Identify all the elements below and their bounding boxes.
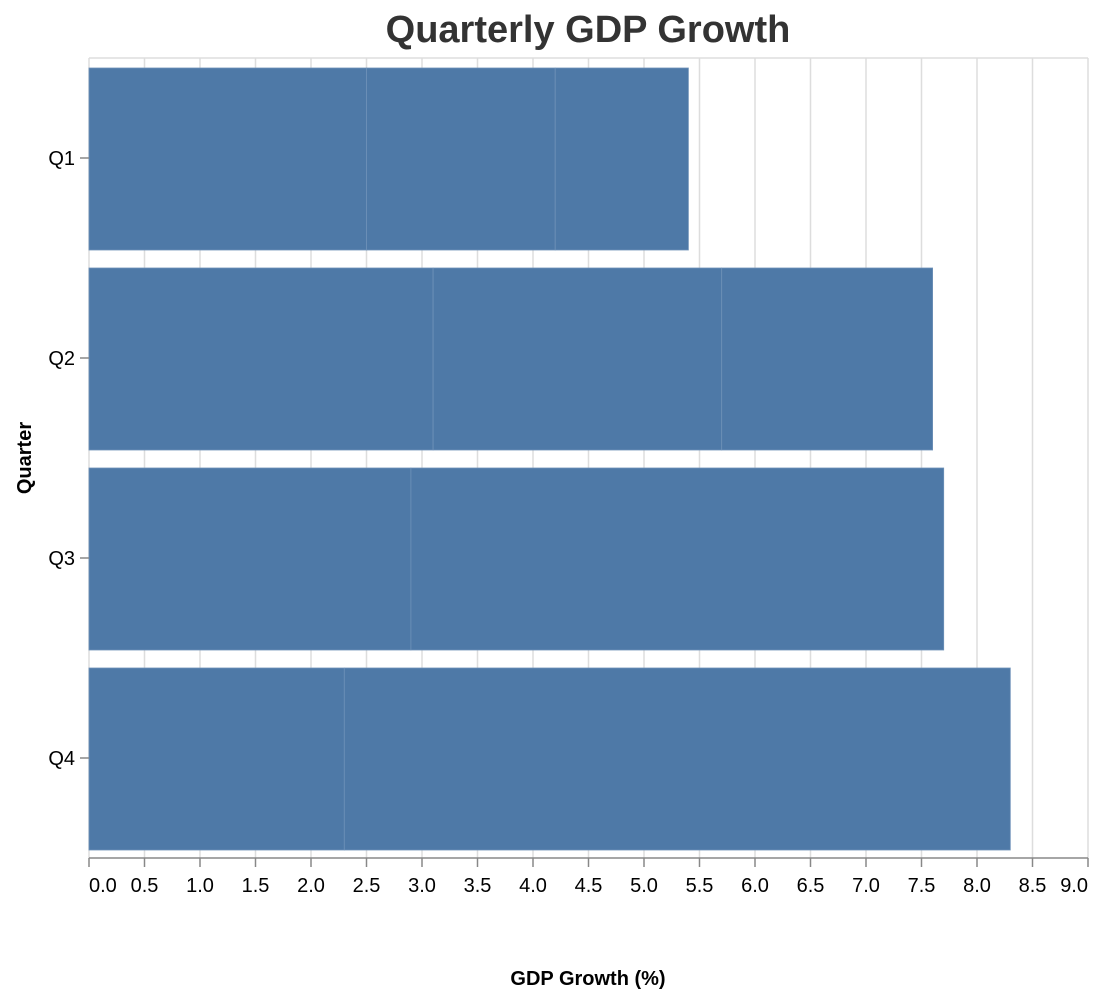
x-tick-label: 9.0	[1060, 875, 1088, 897]
bar-q1-segment-2	[366, 67, 556, 251]
bar-q1-segment-1	[88, 67, 367, 251]
x-tick-label: 5.0	[630, 875, 658, 897]
x-tick-label: 6.5	[797, 875, 825, 897]
bar-q2-segment-3	[721, 267, 934, 451]
y-tick-label-q1: Q1	[48, 148, 75, 170]
y-tick-label-q2: Q2	[48, 348, 75, 370]
x-tick-label: 4.5	[575, 875, 603, 897]
x-tick-label: 3.0	[408, 875, 436, 897]
y-axis-title: Quarter	[14, 422, 36, 494]
bars	[88, 67, 1011, 851]
bar-q2-segment-1	[88, 267, 434, 451]
x-tick-label: 2.5	[353, 875, 381, 897]
x-tick-label: 7.5	[908, 875, 936, 897]
x-tick-label: 2.0	[297, 875, 325, 897]
bar-q3-segment-2	[410, 467, 945, 651]
x-tick-label: 6.0	[741, 875, 769, 897]
x-tick-label: 1.0	[186, 875, 214, 897]
x-axis: 0.0 0.5 1.0 1.5 2.0 2.5 3.0 3.5 4.0 4.5 5.0 5.5 6.0 6…	[88, 857, 1089, 897]
x-tick-label: 7.0	[852, 875, 880, 897]
bar-q4-segment-2	[343, 667, 1011, 851]
bar-q3-segment-1	[88, 467, 412, 651]
x-tick-label: 0.5	[131, 875, 159, 897]
bar-q1-segment-3	[554, 67, 689, 251]
x-axis-title: GDP Growth (%)	[510, 968, 665, 990]
y-tick-label-q3: Q3	[48, 548, 75, 570]
y-tick-label-q4: Q4	[48, 748, 75, 770]
x-tick-label: 4.0	[519, 875, 547, 897]
bar-q2-segment-2	[432, 267, 723, 451]
x-tick-label: 0.0	[89, 875, 117, 897]
x-tick-label: 3.5	[464, 875, 492, 897]
x-tick-label: 1.5	[242, 875, 270, 897]
y-axis: Q1 Q2 Q3 Q4	[48, 148, 89, 770]
chart-title: Quarterly GDP Growth	[386, 9, 791, 51]
x-tick-label: 8.5	[1019, 875, 1047, 897]
x-tick-label: 5.5	[686, 875, 714, 897]
x-tick-label: 8.0	[963, 875, 991, 897]
bar-q4-segment-1	[88, 667, 345, 851]
